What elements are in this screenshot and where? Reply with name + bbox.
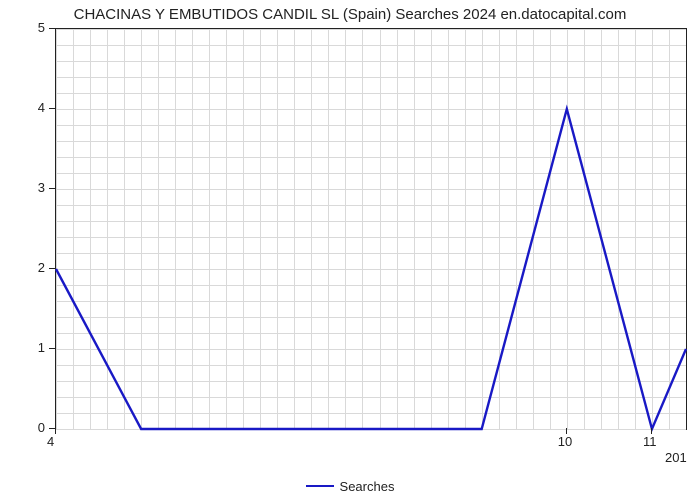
x-tick-label: 10 bbox=[558, 434, 572, 449]
x-tick-mark bbox=[55, 428, 56, 434]
y-tick-label: 2 bbox=[38, 260, 45, 275]
y-tick-label: 4 bbox=[38, 100, 45, 115]
x-tick-label: 4 bbox=[47, 434, 54, 449]
chart-root: CHACINAS Y EMBUTIDOS CANDIL SL (Spain) S… bbox=[0, 0, 700, 500]
y-tick-mark bbox=[49, 348, 55, 349]
line-series-svg bbox=[56, 29, 686, 429]
plot-area bbox=[55, 28, 687, 430]
y-tick-label: 5 bbox=[38, 20, 45, 35]
y-tick-mark bbox=[49, 188, 55, 189]
y-tick-mark bbox=[49, 268, 55, 269]
legend-swatch bbox=[306, 485, 334, 487]
y-tick-mark bbox=[49, 28, 55, 29]
chart-title: CHACINAS Y EMBUTIDOS CANDIL SL (Spain) S… bbox=[0, 6, 700, 23]
y-tick-label: 1 bbox=[38, 340, 45, 355]
y-tick-label: 0 bbox=[38, 420, 45, 435]
y-tick-label: 3 bbox=[38, 180, 45, 195]
legend-label: Searches bbox=[340, 479, 395, 494]
x-tick-mark bbox=[566, 428, 567, 434]
legend-item: Searches bbox=[306, 479, 395, 494]
x-sublabel: 201 bbox=[665, 450, 687, 465]
series-line bbox=[56, 109, 686, 429]
x-tick-mark bbox=[651, 428, 652, 434]
y-tick-mark bbox=[49, 108, 55, 109]
legend: Searches bbox=[0, 474, 700, 494]
x-tick-label: 11 bbox=[643, 434, 657, 449]
